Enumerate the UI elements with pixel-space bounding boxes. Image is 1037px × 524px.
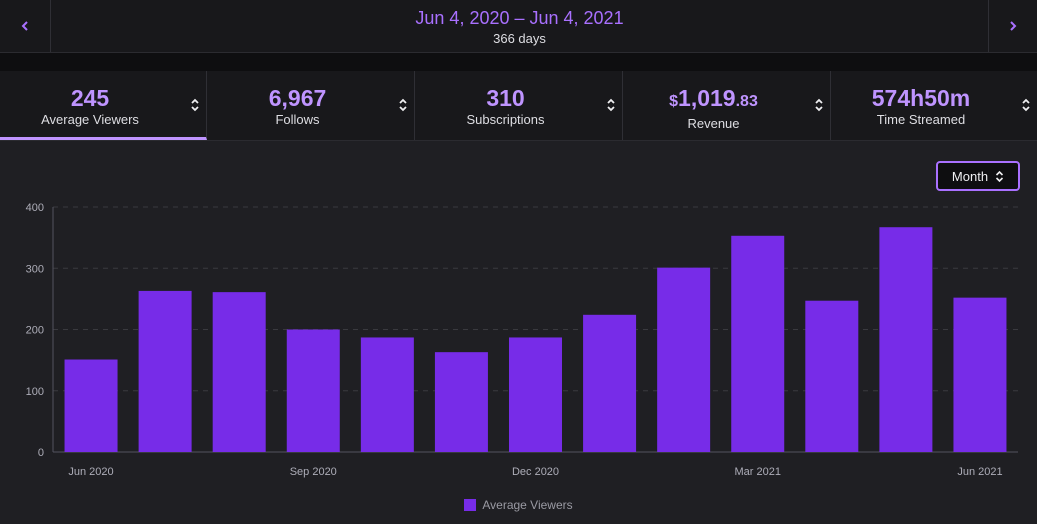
x-tick-label: Mar 2021 — [734, 466, 780, 478]
sort-icon[interactable] — [398, 97, 408, 113]
up-down-arrows-icon — [995, 170, 1004, 182]
chart-bar[interactable] — [657, 267, 711, 452]
stat-label: Time Streamed — [876, 112, 966, 127]
chart-bar[interactable] — [64, 359, 118, 452]
chevron-right-icon — [1010, 21, 1017, 31]
stat-label: Average Viewers — [41, 112, 139, 127]
stat-tabs: 245 Average Viewers 6,967 Follows 310 Su… — [0, 71, 1037, 141]
y-tick-label: 0 — [38, 447, 44, 459]
chart-bar[interactable] — [434, 352, 488, 452]
y-tick-label: 200 — [26, 325, 44, 337]
sort-icon[interactable] — [814, 97, 824, 113]
previous-range-button[interactable] — [0, 0, 51, 52]
tab-follows[interactable]: 6,967 Follows — [207, 71, 415, 140]
tab-time-streamed[interactable]: 574h50m Time Streamed — [831, 71, 1037, 140]
chevron-left-icon — [21, 21, 28, 31]
y-tick-label: 400 — [26, 202, 44, 214]
date-range-display[interactable]: Jun 4, 2020 – Jun 4, 2021 366 days — [51, 0, 988, 52]
chart-bar[interactable] — [805, 300, 859, 452]
sort-icon[interactable] — [606, 97, 616, 113]
tab-average-viewers[interactable]: 245 Average Viewers — [0, 71, 207, 140]
stat-value: $1,019.83 — [623, 85, 804, 115]
currency-symbol: $ — [669, 93, 679, 110]
stat-value: 6,967 — [268, 85, 327, 111]
legend-label: Average Viewers — [482, 498, 573, 512]
stat-value: 574h50m — [871, 85, 971, 111]
sort-icon[interactable] — [1021, 97, 1031, 113]
x-tick-label: Jun 2021 — [957, 466, 1002, 478]
chart-bar[interactable] — [286, 329, 340, 453]
y-tick-label: 300 — [26, 263, 44, 275]
legend-swatch — [464, 499, 477, 511]
revenue-cents: .83 — [735, 93, 758, 110]
chart-bar[interactable] — [583, 314, 637, 452]
chart-bar[interactable] — [953, 297, 1007, 452]
sort-icon[interactable] — [190, 97, 200, 113]
date-range-days: 366 days — [493, 31, 546, 46]
revenue-whole: 1,019 — [678, 85, 736, 111]
header-separator — [0, 53, 1037, 71]
chart-bar[interactable] — [731, 235, 785, 452]
period-select-value: Month — [951, 168, 989, 184]
y-tick-label: 100 — [26, 386, 44, 398]
stat-label: Revenue — [687, 116, 740, 131]
stat-label: Subscriptions — [466, 112, 545, 127]
chart-bar[interactable] — [360, 337, 414, 452]
stat-label: Follows — [275, 112, 320, 127]
chart-bar[interactable] — [509, 337, 562, 452]
x-tick-label: Dec 2020 — [512, 466, 559, 478]
chart-bar[interactable] — [879, 227, 933, 452]
stat-value: 245 — [70, 85, 110, 111]
date-range-title: Jun 4, 2020 – Jun 4, 2021 — [415, 8, 624, 28]
chart-legend[interactable]: Average Viewers — [0, 497, 1037, 513]
average-viewers-bar-chart: 0 100 200 300 400 Jun 2020 Sep 2020 Dec 2020 Mar… — [26, 202, 1018, 478]
next-range-button[interactable] — [988, 0, 1037, 52]
date-range-bar: Jun 4, 2020 – Jun 4, 2021 366 days — [0, 0, 1037, 53]
stat-value: 310 — [486, 85, 525, 111]
chart-bar[interactable] — [138, 290, 192, 452]
tab-subscriptions[interactable]: 310 Subscriptions — [415, 71, 623, 140]
period-select[interactable]: Month — [936, 161, 1020, 191]
x-tick-label: Sep 2020 — [290, 466, 337, 478]
chart-bar[interactable] — [212, 292, 266, 452]
tab-revenue[interactable]: $1,019.83 Revenue — [623, 71, 831, 140]
x-tick-label: Jun 2020 — [68, 466, 113, 478]
